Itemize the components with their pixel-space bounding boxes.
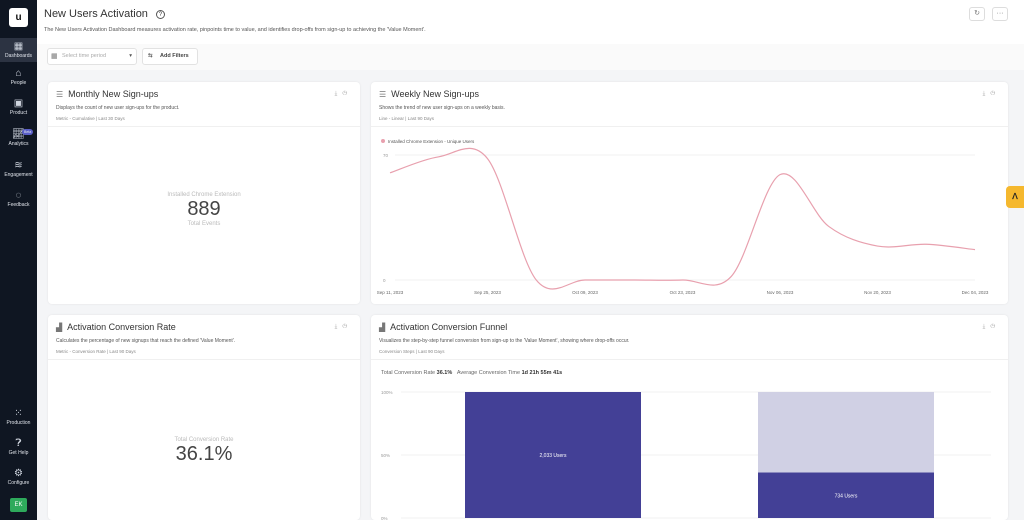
calendar-icon: ▦ — [51, 53, 58, 60]
clock-icon[interactable]: ◷ — [990, 91, 1000, 97]
y-tick-label: 100% — [381, 390, 393, 395]
bar — [465, 392, 641, 518]
sidebar-item-get-help[interactable]: ❓︎ Get Help — [0, 438, 37, 456]
bar-chart-icon: ▟ — [56, 323, 63, 332]
sidebar-item-dashboards[interactable]: ▦ Dashboards — [0, 38, 37, 62]
help-icon: ❓︎ — [15, 438, 22, 449]
card-meta: Conversion Steps | Last 90 Days — [379, 349, 445, 354]
assistant-tab-button[interactable]: ᐱ — [1006, 186, 1024, 208]
x-tick-label: Nov 06, 2023 — [767, 290, 794, 295]
y-tick-label: 70 — [383, 153, 389, 158]
app-logo[interactable]: u — [9, 8, 28, 27]
filter-bar: ▦ Select time period ▾ ⇆ Add Filters — [37, 44, 1024, 70]
chevron-down-icon: ▾ — [129, 53, 132, 59]
legend-marker — [381, 139, 385, 143]
funnel-chart: 0% 50% 100% 2,033 Users 734 Users — [381, 390, 991, 520]
card-description: Displays the count of new user sign-ups … — [56, 105, 180, 111]
metric-value: 889 — [187, 198, 221, 220]
card-activation-conversion-funnel: ▟ Activation Conversion Funnel ⤓◷ Visuali… — [371, 315, 1008, 520]
clock-icon[interactable]: ◷ — [990, 324, 1000, 330]
metric-sub-label: Total Events — [187, 221, 221, 227]
card-meta: Line - Linear | Last 90 Days — [379, 116, 434, 121]
card-title: Monthly New Sign-ups — [68, 89, 159, 99]
x-tick-label: Sep 11, 2023 — [377, 290, 404, 295]
line-chart: Installed Chrome Extension - Unique User… — [377, 139, 989, 295]
grid-icon: ▦ — [13, 41, 24, 52]
card-title: Activation Conversion Rate — [67, 322, 176, 332]
sidebar-item-configure[interactable]: ⚙ Configure — [0, 468, 37, 486]
refresh-button[interactable]: ↻ — [969, 7, 985, 21]
more-icon: ··· — [996, 10, 1004, 17]
y-tick-label: 0% — [381, 516, 388, 520]
avatar[interactable]: EK — [10, 498, 27, 512]
layers-icon: ≋ — [14, 160, 23, 171]
clock-icon[interactable]: ◷ — [342, 324, 352, 330]
bar-label: 734 Users — [835, 493, 858, 499]
chat-icon: ◌ — [15, 190, 22, 201]
card-meta: Metric - Cumulative | Last 30 Days — [56, 116, 125, 121]
chart-icon: 📈︎ — [12, 129, 25, 140]
card-title: Activation Conversion Funnel — [390, 322, 508, 332]
funnel-chart-icon: ▟ — [379, 323, 386, 332]
x-tick-label: Sep 25, 2023 — [474, 290, 501, 295]
product-icon: ▣ — [13, 98, 24, 109]
download-icon[interactable]: ⤓ — [982, 324, 991, 330]
sidebar-item-product[interactable]: ▣ Product — [0, 98, 37, 116]
card-monthly-new-signups: ☰ Monthly New Sign-ups ⤓◷ Displays the co… — [48, 82, 360, 304]
bar — [758, 472, 934, 518]
logo-icon: ᐱ — [1012, 192, 1018, 201]
card-weekly-new-signups: ☰ Weekly New Sign-ups ⤓◷ Shows the trend … — [371, 82, 1008, 304]
series-line — [389, 147, 976, 290]
refresh-icon: ↻ — [974, 10, 980, 17]
card-description: Calculates the percentage of new signups… — [56, 338, 236, 344]
metric-value: 36.1% — [175, 443, 233, 465]
sidebar-item-production[interactable]: ⁙ Production — [0, 408, 37, 426]
x-tick-label: Oct 23, 2023 — [670, 290, 696, 295]
gear-icon: ⚙ — [14, 468, 23, 479]
beta-badge: Beta — [22, 129, 34, 135]
card-activation-conversion-rate: ▟ Activation Conversion Rate ⤓◷ Calculate… — [48, 315, 360, 520]
x-tick-label: Dec 04, 2023 — [962, 290, 989, 295]
apps-icon: ⁙ — [14, 408, 23, 419]
y-tick-label: 50% — [381, 453, 390, 458]
sidebar: u ▦ Dashboards ⌂ People ▣ Product 📈︎ Analyti… — [0, 0, 37, 520]
filter-icon: ⇆ — [148, 53, 153, 59]
bar-label: 2,033 Users — [540, 453, 567, 459]
sidebar-item-feedback[interactable]: ◌ Feedback — [0, 190, 37, 208]
legend-label: Installed Chrome Extension - Unique User… — [388, 139, 475, 144]
people-icon: ⌂ — [15, 68, 22, 79]
card-description: Shows the trend of new user sign-ups on … — [379, 105, 505, 111]
time-period-select[interactable]: ▦ Select time period ▾ — [47, 48, 137, 65]
download-icon[interactable]: ⤓ — [334, 91, 343, 97]
card-meta: Metric - Conversion Rate | Last 90 Days — [56, 349, 136, 354]
sidebar-item-people[interactable]: ⌂ People — [0, 68, 37, 86]
more-button[interactable]: ··· — [992, 7, 1008, 21]
add-filters-button[interactable]: ⇆ Add Filters — [142, 48, 198, 65]
y-tick-label: 0 — [383, 278, 386, 283]
sidebar-item-analytics[interactable]: 📈︎ Analytics Beta — [0, 129, 37, 147]
card-title: Weekly New Sign-ups — [391, 89, 480, 99]
metric: Total Conversion Rate 36.1% — [48, 437, 360, 466]
metric-label: Installed Chrome Extension — [167, 192, 241, 198]
list-icon: ☰ — [56, 90, 64, 99]
help-icon[interactable]: ? — [155, 10, 165, 19]
funnel-summary: Total Conversion Rate 36.1% Average Conv… — [381, 370, 563, 376]
metric: Installed Chrome Extension 889 Total Eve… — [48, 192, 360, 227]
metric-label: Total Conversion Rate — [174, 437, 234, 443]
card-description: Visualizes the step-by-step funnel conve… — [379, 338, 630, 344]
sidebar-item-engagement[interactable]: ≋ Engagement — [0, 160, 37, 178]
clock-icon[interactable]: ◷ — [342, 91, 352, 97]
page-title: New Users Activation? — [44, 8, 165, 20]
x-tick-label: Oct 09, 2023 — [572, 290, 598, 295]
x-tick-label: Nov 20, 2023 — [864, 290, 891, 295]
download-icon[interactable]: ⤓ — [334, 324, 343, 330]
page-description: The New Users Activation Dashboard measu… — [44, 27, 426, 33]
download-icon[interactable]: ⤓ — [982, 91, 991, 97]
list-icon: ☰ — [379, 90, 387, 99]
